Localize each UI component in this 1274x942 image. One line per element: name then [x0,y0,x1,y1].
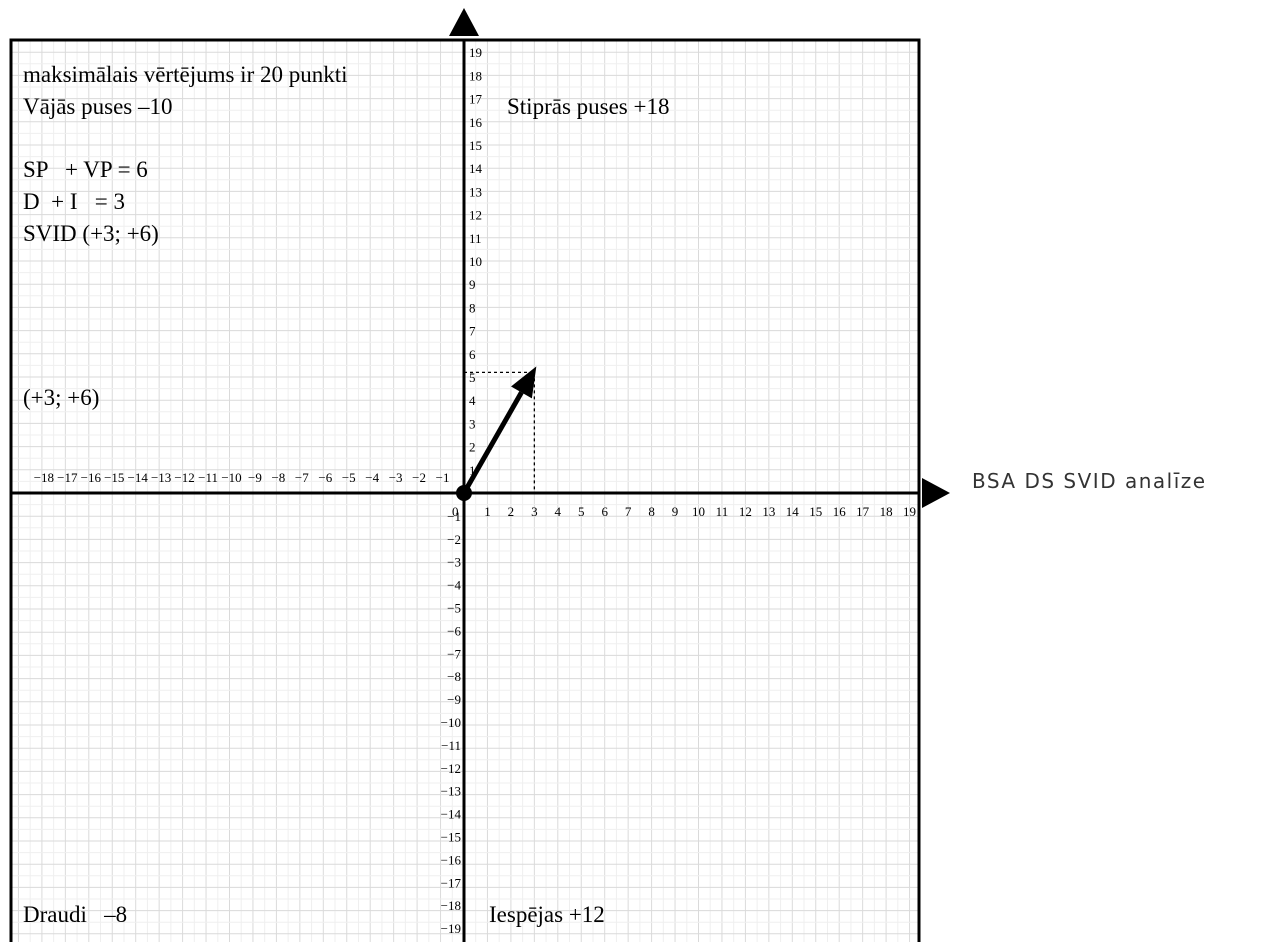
x-tick-label: 3 [531,504,538,519]
y-tick-label: 4 [469,393,476,408]
x-tick-label: 14 [786,504,800,519]
y-tick-label: 9 [469,277,476,292]
x-tick-label: −15 [104,470,124,485]
y-tick-label: 3 [469,416,476,431]
y-tick-label: −3 [447,555,461,570]
y-tick-label: −1 [447,509,461,524]
quadrant-threats-label: Draudi –8 [23,902,127,927]
y-tick-label: 11 [469,231,482,246]
y-tick-label: 13 [469,184,482,199]
y-tick-label: 1 [469,463,476,478]
y-tick-label: −5 [447,601,461,616]
x-tick-label: −14 [128,470,149,485]
x-tick-label: 8 [648,504,655,519]
y-tick-label: −12 [441,761,461,776]
y-tick-label: 14 [469,161,483,176]
info-line-5: SVID (+3; +6) [23,221,159,246]
x-tick-label: −12 [174,470,194,485]
y-tick-label: 17 [469,92,483,107]
y-tick-label: −14 [441,807,462,822]
y-tick-label: −19 [441,921,461,936]
x-tick-label: −18 [34,470,54,485]
x-tick-label: 4 [555,504,562,519]
x-tick-label: 10 [692,504,705,519]
origin-label: 0 [452,504,459,519]
x-tick-label: −5 [342,470,356,485]
y-tick-label: −6 [447,623,461,638]
x-tick-label: −1 [436,470,450,485]
y-tick-label: −16 [441,852,462,867]
x-tick-label: 1 [484,504,491,519]
diagram-title: BSA DS SVID analīze [972,469,1207,493]
x-tick-label: −16 [81,470,102,485]
quadrant-opportunities-label: Iespējas +12 [489,902,605,927]
x-tick-label: 7 [625,504,632,519]
x-ticks-negative: −18 −17 −16 −15 −14 −13 −12 −11 −10 −9 −8 −7 −6 −5 −4−… [34,470,450,485]
x-tick-label: 15 [809,504,822,519]
x-tick-label: −10 [221,470,241,485]
y-tick-label: −8 [447,669,461,684]
y-tick-label: 19 [469,45,482,60]
x-tick-label: −2 [412,470,426,485]
info-line-2: Vājās puses –10 [23,94,172,119]
y-tick-label: −13 [441,784,461,799]
y-tick-label: −18 [441,898,461,913]
y-tick-label: 8 [469,300,476,315]
y-axis-arrowhead [449,8,479,36]
y-tick-label: −15 [441,830,461,845]
x-tick-label: −13 [151,470,171,485]
x-tick-label: −6 [318,470,332,485]
y-tick-label: 10 [469,254,482,269]
y-tick-label: 2 [469,440,476,455]
y-tick-label: 5 [469,370,476,385]
vector-arrowhead [511,366,537,399]
y-tick-label: 7 [469,324,476,339]
x-ticks-positive: 1 2 3 4 5 6 7 8 9 10 11 12 13 14 15 16 17 18 19 [484,504,916,519]
guide-lines [464,371,535,493]
x-tick-label: 13 [762,504,775,519]
x-tick-label: −11 [198,470,218,485]
x-tick-label: −9 [248,470,262,485]
y-tick-label: 6 [469,347,476,362]
y-tick-label: −2 [447,532,461,547]
svid-vector [456,366,537,501]
x-tick-label: 2 [508,504,515,519]
x-tick-label: −4 [365,470,379,485]
y-tick-label: −4 [447,578,461,593]
x-tick-label: −7 [295,470,309,485]
x-tick-label: −8 [271,470,285,485]
y-tick-label: 15 [469,138,482,153]
x-tick-label: −3 [389,470,403,485]
info-line-3: SP + VP = 6 [23,157,148,182]
origin-dot [456,485,472,501]
x-tick-label: 18 [880,504,893,519]
y-ticks-negative: −1 −2 −3 −4 −5 −6 −7 −8 −9 −10 −11 −12 −13 −14 −15 −16 −… [441,509,462,936]
point-label: (+3; +6) [23,385,99,410]
y-tick-label: −7 [447,646,461,661]
x-tick-label: 5 [578,504,585,519]
y-tick-label: 16 [469,115,483,130]
x-tick-label: 6 [601,504,608,519]
y-tick-label: −10 [441,715,461,730]
quadrant-strengths-label: Stiprās puses +18 [507,94,669,119]
x-tick-label: 12 [739,504,752,519]
y-tick-label: −17 [441,875,462,890]
vector-shaft [461,391,524,495]
y-tick-label: 12 [469,208,482,223]
x-tick-label: 11 [716,504,729,519]
y-tick-label: −9 [447,692,461,707]
info-line-4: D + I = 3 [23,189,125,214]
x-tick-label: 17 [856,504,870,519]
info-line-1: maksimālais vērtējums ir 20 punkti [23,62,348,87]
x-axis-arrowhead [922,478,950,508]
y-tick-label: −11 [441,738,461,753]
x-tick-label: 16 [833,504,847,519]
x-tick-label: 9 [672,504,679,519]
y-tick-label: 18 [469,68,482,83]
x-tick-label: −17 [57,470,78,485]
x-tick-label: 19 [903,504,916,519]
